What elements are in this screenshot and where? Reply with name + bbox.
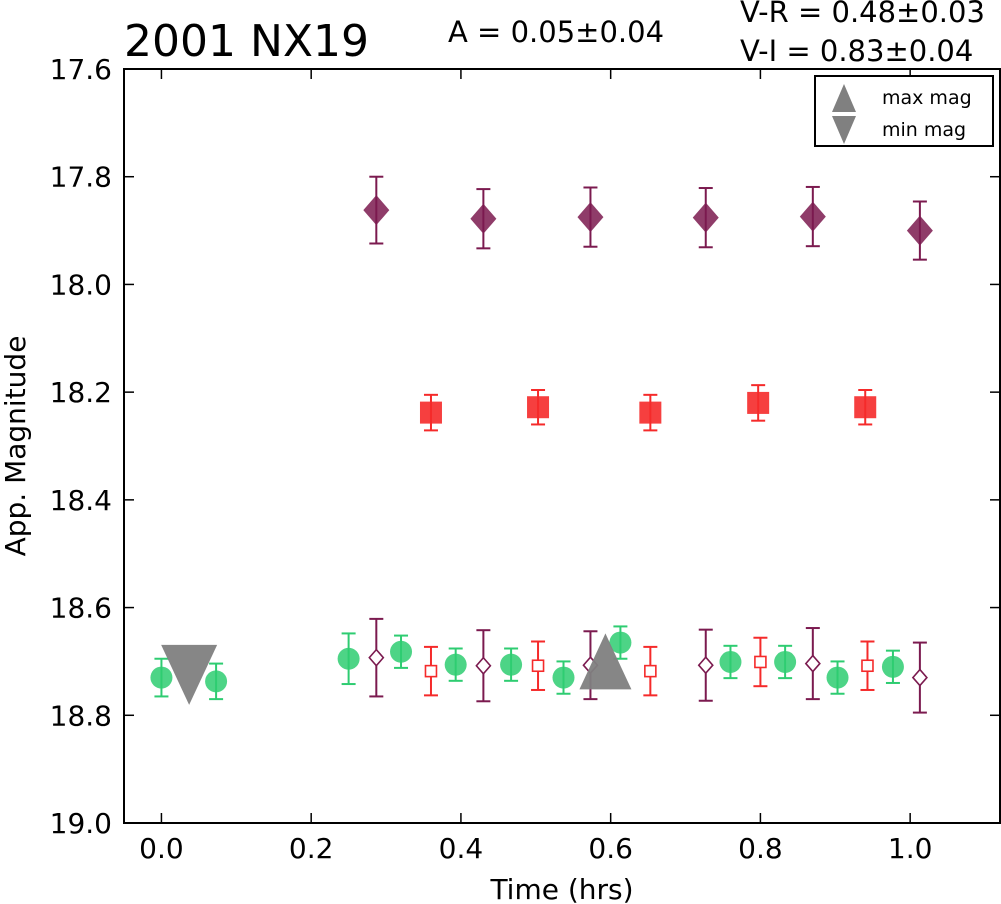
data-series bbox=[363, 175, 933, 261]
legend-min-mag-label: min mag bbox=[882, 119, 966, 141]
y-tick-label: 18.2 bbox=[50, 376, 112, 409]
circle-point bbox=[500, 653, 523, 676]
diamond-point bbox=[804, 654, 821, 673]
y-tick-label: 17.8 bbox=[50, 161, 112, 194]
max-mag-marker bbox=[579, 633, 632, 690]
data-series bbox=[150, 625, 904, 701]
circle-point bbox=[881, 655, 904, 678]
x-tick-label: 0.8 bbox=[738, 832, 783, 865]
color-vr-label: V-R = 0.48±0.03 bbox=[740, 0, 985, 29]
y-axis-label: App. Magnitude bbox=[0, 336, 32, 557]
y-tick-label: 18.8 bbox=[50, 699, 112, 732]
diamond-point bbox=[697, 655, 714, 675]
data-layer bbox=[150, 175, 933, 714]
square-point bbox=[644, 664, 657, 678]
diamond-point bbox=[906, 215, 933, 246]
x-tick-label: 0.6 bbox=[588, 832, 633, 865]
circle-point bbox=[150, 666, 173, 689]
square-point bbox=[754, 655, 767, 669]
axes-layer: 0.0 0.2 0.4 0.6 0.8 1.0 17.6 17.8 18.0 18.2 18.4 18… bbox=[50, 53, 1000, 865]
circle-point bbox=[609, 631, 632, 654]
x-tick-label: 0.4 bbox=[439, 832, 484, 865]
circle-point bbox=[826, 666, 849, 689]
x-tick-label: 0.0 bbox=[139, 832, 184, 865]
diamond-point bbox=[368, 648, 385, 667]
circle-point bbox=[719, 650, 742, 673]
square-point bbox=[639, 401, 662, 424]
diamond-point bbox=[363, 195, 390, 226]
circle-point bbox=[774, 650, 797, 673]
circle-point bbox=[390, 640, 413, 663]
data-series bbox=[423, 636, 875, 697]
legend-max-mag-label: max mag bbox=[882, 87, 972, 109]
square-point bbox=[854, 396, 877, 419]
y-tick-label: 19.0 bbox=[50, 807, 112, 840]
object-name-title: 2001 NX19 bbox=[124, 16, 369, 67]
y-tick-label: 18.6 bbox=[50, 592, 112, 625]
diamond-point bbox=[577, 202, 604, 233]
amplitude-label: A = 0.05±0.04 bbox=[448, 15, 664, 49]
circle-point bbox=[205, 670, 228, 693]
legend: max mag min mag bbox=[814, 75, 994, 147]
y-tick-label: 17.6 bbox=[50, 53, 112, 86]
legend-min-mag-marker bbox=[832, 116, 856, 144]
square-point bbox=[419, 401, 442, 424]
color-vi-label: V-I = 0.83±0.04 bbox=[740, 34, 973, 68]
circle-point bbox=[337, 647, 360, 670]
min-mag-marker bbox=[161, 644, 218, 705]
plot-frame bbox=[123, 68, 1001, 824]
x-axis-label: Time (hrs) bbox=[489, 873, 633, 904]
diamond-point bbox=[692, 202, 719, 233]
diamond-point bbox=[911, 668, 928, 687]
y-tick-label: 18.4 bbox=[50, 484, 112, 517]
x-tick-label: 0.2 bbox=[289, 832, 334, 865]
diamond-point bbox=[470, 203, 497, 234]
square-point bbox=[527, 396, 550, 419]
x-tick-label: 1.0 bbox=[888, 832, 933, 865]
circle-point bbox=[444, 653, 467, 676]
diamond-point bbox=[475, 656, 492, 675]
diamond-point bbox=[799, 201, 826, 232]
circle-point bbox=[552, 666, 575, 689]
y-tick-label: 18.0 bbox=[50, 268, 112, 301]
square-point bbox=[861, 659, 874, 673]
legend-max-mag-marker bbox=[832, 84, 856, 112]
square-point bbox=[747, 391, 770, 414]
data-series bbox=[419, 384, 877, 432]
square-point bbox=[531, 659, 545, 673]
square-point bbox=[424, 664, 438, 678]
